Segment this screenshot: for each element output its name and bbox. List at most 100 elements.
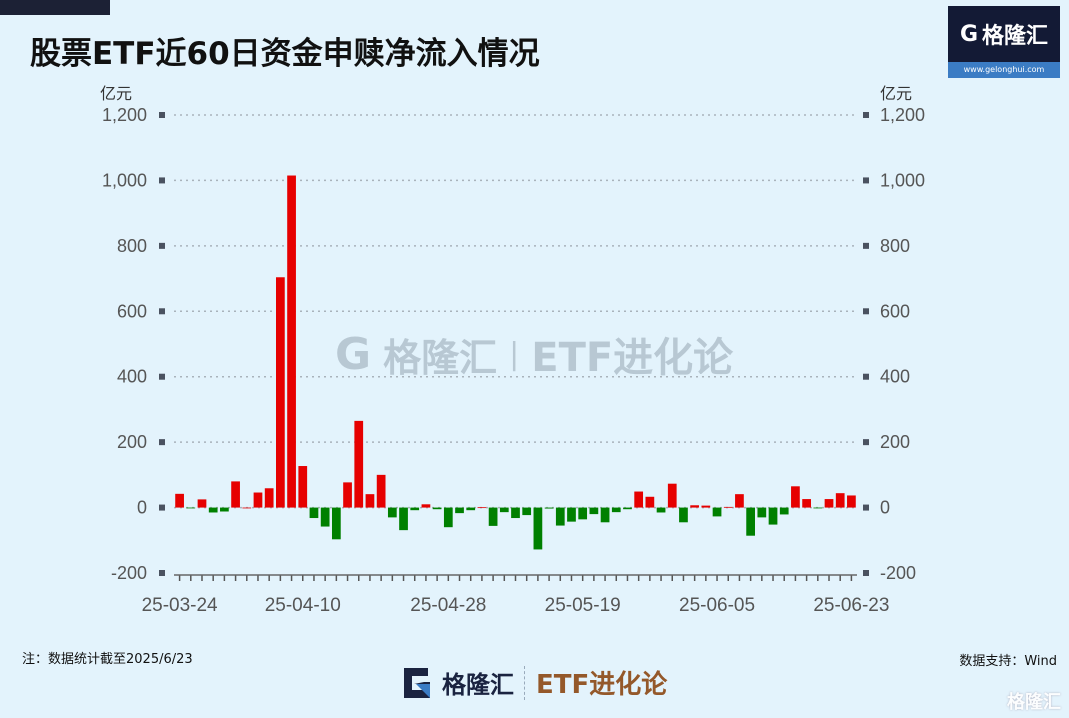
bar	[813, 507, 823, 509]
bar	[690, 505, 700, 508]
right-tick-label: 1,000	[880, 170, 925, 190]
gelonghui-logo: G 格隆汇 www.gelonghui.com	[948, 6, 1060, 78]
bar	[634, 491, 644, 508]
bar	[611, 507, 621, 513]
bar	[544, 507, 554, 509]
logo-brand: 格隆汇	[982, 24, 1049, 49]
left-tick-marker	[159, 439, 165, 446]
left-tick-marker	[159, 177, 165, 184]
bar	[455, 507, 464, 514]
bar	[600, 507, 610, 523]
left-tick-marker	[159, 308, 165, 315]
bar	[287, 175, 296, 508]
bar	[645, 496, 655, 508]
bar	[522, 507, 532, 516]
left-tick-label: 400	[117, 367, 147, 387]
right-tick-label: 600	[880, 301, 910, 321]
right-tick-label: 0	[880, 498, 890, 518]
bar	[723, 506, 733, 508]
left-tick-marker	[159, 373, 165, 380]
bar	[735, 494, 744, 508]
divider	[524, 665, 526, 700]
x-tick-label: 25-05-19	[545, 595, 621, 616]
x-tick-label: 25-06-05	[679, 595, 755, 616]
bar	[387, 507, 397, 518]
chart-title: 股票ETF近60日资金申赎净流入情况	[30, 36, 540, 72]
bar	[365, 494, 375, 508]
left-tick-label: 1,000	[102, 170, 147, 190]
right-tick-label: 800	[880, 236, 910, 256]
right-tick-marker	[863, 308, 869, 315]
x-tick-label: 25-06-23	[813, 595, 889, 616]
watermark: G 格隆汇 | ETF进化论	[335, 325, 733, 383]
right-axis-unit: 亿元	[880, 84, 913, 103]
g-logo-icon: G	[959, 21, 979, 47]
bar	[186, 507, 196, 509]
bar	[477, 507, 487, 509]
bar	[421, 504, 431, 508]
bar	[399, 507, 408, 531]
right-tick-marker	[863, 177, 869, 184]
right-tick-marker	[863, 373, 869, 380]
bar	[276, 277, 285, 508]
bar	[264, 488, 274, 508]
bar	[589, 507, 599, 515]
logo-url: www.gelonghui.com	[948, 62, 1060, 78]
bar	[376, 474, 386, 508]
bar	[656, 507, 666, 513]
bar	[443, 507, 453, 528]
right-tick-label: 200	[880, 432, 910, 452]
bar	[824, 499, 834, 508]
bar	[511, 507, 520, 519]
x-tick-label: 25-04-10	[265, 595, 341, 616]
bar	[757, 507, 767, 518]
footer-brand: 格隆汇	[442, 671, 514, 699]
right-tick-marker	[863, 242, 869, 249]
bar	[712, 507, 722, 517]
bar	[791, 486, 800, 508]
bar	[488, 507, 498, 526]
bar	[208, 507, 218, 513]
footer-column: ETF进化论	[536, 670, 668, 700]
bar	[331, 507, 341, 540]
bar	[466, 507, 476, 511]
data-note: 注：数据统计截至2025/6/23	[22, 652, 193, 667]
bar-chart: -200 -200 0 0 200 200 400 400 600 600 800 800 1,000 1…	[102, 105, 925, 616]
right-tick-label: 400	[880, 367, 910, 387]
bar	[623, 507, 632, 510]
bar	[533, 507, 543, 550]
bar	[432, 507, 442, 510]
bar	[768, 507, 778, 525]
bar	[779, 507, 789, 515]
right-tick-marker	[863, 439, 869, 446]
watermark-brand: 格隆汇	[383, 335, 498, 380]
bar	[175, 493, 184, 508]
bar	[197, 499, 207, 508]
g-logo-icon	[404, 667, 430, 698]
bar	[220, 507, 229, 512]
data-source: 数据支持：Wind	[959, 654, 1057, 669]
x-tick-label: 25-04-28	[410, 595, 486, 616]
left-tick-marker	[159, 504, 165, 511]
bar	[802, 499, 811, 508]
bar	[555, 507, 565, 526]
bar	[242, 507, 252, 509]
bar	[835, 493, 845, 508]
bar	[309, 507, 319, 519]
watermark-column: ETF进化论	[531, 335, 734, 381]
left-tick-label: 200	[117, 432, 147, 452]
left-tick-label: 0	[137, 498, 147, 518]
corner-watermark: 格隆汇	[1007, 692, 1061, 713]
g-logo-icon: G	[335, 328, 372, 380]
left-axis-unit: 亿元	[100, 84, 133, 103]
bar	[298, 466, 308, 508]
left-tick-label: -200	[111, 563, 147, 583]
right-tick-marker	[863, 112, 869, 118]
left-tick-marker	[159, 112, 165, 118]
left-tick-marker	[159, 242, 165, 249]
right-tick-label: 1,200	[880, 105, 925, 125]
bar	[701, 505, 711, 508]
bar	[847, 495, 856, 508]
x-tick-label: 25-03-24	[142, 595, 218, 616]
bar	[679, 507, 688, 523]
